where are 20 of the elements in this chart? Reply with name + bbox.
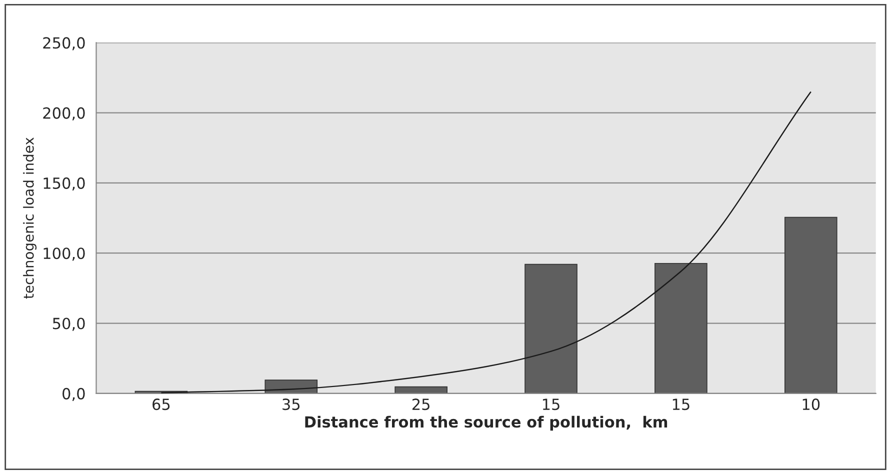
x-tick-label: 65 [152,398,170,410]
x-tick-label: 10 [802,398,820,410]
x-tick-label: 15 [542,398,560,410]
line-series [160,91,812,394]
bar [784,216,838,394]
x-axis-title: Distance from the source of pollution, km [305,416,668,431]
y-tick-label: 150,0 [44,177,85,191]
bar [654,262,708,394]
y-tick-label: 50,0 [52,318,85,331]
y-tick-label: 250,0 [43,37,85,50]
bar [524,264,578,394]
y-tick-label: 0,0 [62,388,85,401]
x-tick-label: 35 [282,398,300,410]
x-tick-label: 25 [412,398,430,410]
bar [394,386,448,394]
y-tick-label: 200,0 [43,107,85,120]
x-tick-label: 15 [672,398,690,410]
y-tick-label: 100,0 [44,248,85,261]
y-axis-title: technogenic load index [23,138,37,299]
bar [264,380,318,394]
